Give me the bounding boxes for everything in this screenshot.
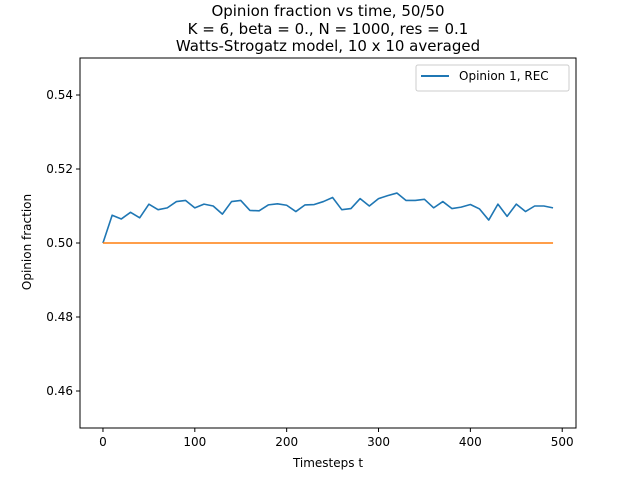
x-tick-label: 300 — [367, 435, 390, 449]
legend: Opinion 1, REC — [415, 64, 570, 92]
y-tick-label: 0.52 — [46, 162, 73, 176]
x-tick-label: 500 — [551, 435, 574, 449]
y-tick-label: 0.48 — [46, 310, 73, 324]
y-tick-label: 0.54 — [46, 88, 73, 102]
legend-frame — [415, 64, 570, 92]
y-tick-label: 0.50 — [46, 236, 73, 250]
chart-title-line-1: Opinion fraction vs time, 50/50 — [211, 2, 444, 20]
y-tick-label: 0.46 — [46, 384, 73, 398]
x-tick-label: 200 — [275, 435, 298, 449]
x-axis-label: Timesteps t — [292, 456, 363, 470]
x-tick-label: 0 — [99, 435, 107, 449]
y-axis-label: Opinion fraction — [20, 194, 34, 290]
x-tick-label: 100 — [183, 435, 206, 449]
x-tick-label: 400 — [459, 435, 482, 449]
chart-title-line-2: K = 6, beta = 0., N = 1000, res = 0.1 — [188, 20, 469, 38]
plot-area: 0 100 200 300 400 500 0.46 0.48 0.50 0.52 0.54 — [46, 57, 577, 449]
legend-label-opinion-1-rec: Opinion 1, REC — [459, 69, 549, 83]
series-line-0 — [102, 192, 554, 244]
chart-title-line-3: Watts-Strogatz model, 10 x 10 averaged — [176, 37, 480, 55]
